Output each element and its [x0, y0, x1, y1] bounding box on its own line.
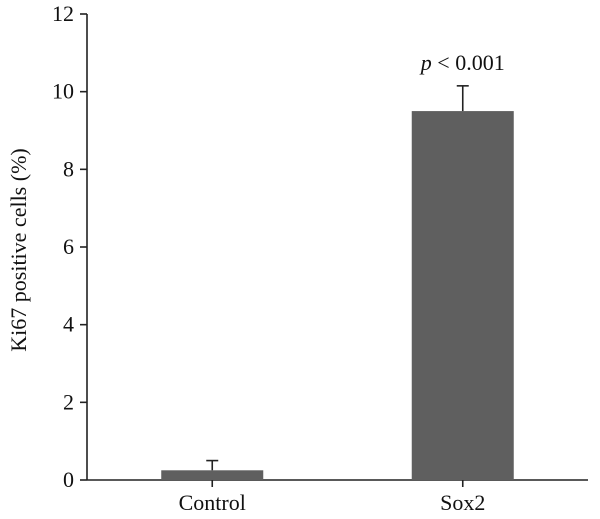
y-axis-label: Ki67 positive cells (%)	[6, 148, 31, 351]
y-tick-label: 2	[63, 389, 74, 414]
y-tick-label: 8	[63, 156, 74, 181]
y-tick-label: 6	[63, 234, 74, 259]
plot-area: 0 2 4 6 8 10 12 Control Sox2 p < 0.001	[52, 1, 588, 515]
y-tick-label: 10	[52, 79, 74, 104]
significance-annotation: p < 0.001	[419, 50, 505, 75]
y-tick-label: 12	[52, 1, 74, 26]
x-tick-label: Control	[179, 490, 246, 515]
y-tick-label: 4	[63, 312, 74, 337]
bar-sox2	[411, 111, 514, 480]
x-tick-label: Sox2	[440, 490, 485, 515]
y-tick-label: 0	[63, 467, 74, 492]
bar-control	[161, 470, 264, 480]
